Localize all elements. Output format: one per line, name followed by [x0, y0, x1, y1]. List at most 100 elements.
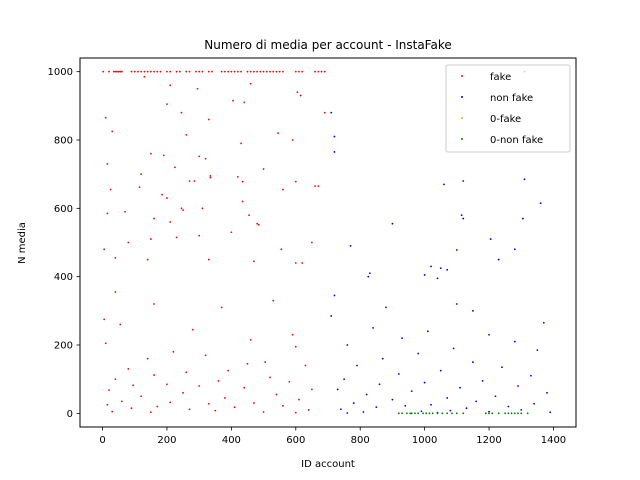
data-point-fake — [175, 236, 178, 239]
data-point-non-fake — [397, 373, 400, 375]
data-point-fake — [259, 70, 262, 73]
data-point-non-fake — [410, 390, 413, 393]
data-point-0-non-fake — [520, 412, 523, 415]
data-point-fake — [114, 70, 117, 73]
data-point-non-fake — [375, 406, 378, 409]
data-point-fake — [201, 207, 204, 210]
data-point-fake — [127, 241, 130, 244]
data-point-non-fake — [343, 378, 346, 381]
data-point-fake — [169, 84, 172, 87]
data-point-fake — [198, 155, 201, 158]
x-tick-label: 400 — [222, 435, 241, 446]
data-point-fake — [323, 70, 326, 73]
y-tick-label: 200 — [54, 341, 73, 352]
data-point-non-fake — [489, 238, 492, 240]
data-point-fake — [209, 174, 212, 177]
data-point-non-fake — [452, 347, 455, 350]
data-point-fake — [275, 393, 278, 396]
data-point-fake — [227, 369, 230, 372]
data-point-non-fake — [423, 274, 426, 276]
series-layer — [102, 70, 552, 415]
data-point-fake — [191, 328, 194, 331]
data-point-fake — [149, 70, 152, 73]
y-axis-label: N media — [17, 222, 28, 264]
data-point-fake — [314, 185, 317, 188]
data-point-non-fake — [513, 248, 516, 251]
data-point-fake — [299, 94, 302, 97]
data-point-fake — [310, 241, 313, 244]
data-point-fake — [233, 406, 236, 409]
data-point-fake — [236, 176, 239, 178]
data-point-non-fake — [430, 265, 432, 268]
data-point-fake — [257, 223, 260, 226]
data-point-fake — [103, 248, 106, 251]
data-point-fake — [262, 168, 265, 170]
data-point-0-non-fake — [462, 412, 465, 415]
data-point-non-fake — [349, 245, 352, 247]
legend-label-non-fake: non fake — [490, 93, 533, 104]
data-point-fake — [175, 70, 178, 73]
data-point-fake — [220, 70, 223, 73]
legend-marker-fake — [461, 75, 463, 77]
data-point-fake — [159, 70, 162, 73]
data-point-non-fake — [536, 349, 539, 352]
data-point-fake — [156, 405, 159, 408]
x-axis-label: ID account — [301, 459, 355, 470]
data-point-fake — [275, 70, 278, 73]
data-point-fake — [320, 70, 323, 73]
data-point-fake — [307, 409, 310, 411]
data-point-0-non-fake — [441, 412, 444, 415]
data-point-fake — [243, 386, 246, 389]
data-point-non-fake — [391, 398, 394, 401]
legend-marker-non-fake — [461, 96, 463, 98]
data-point-fake — [140, 395, 143, 398]
data-point-fake — [109, 188, 112, 191]
data-point-non-fake — [381, 357, 384, 360]
data-point-non-fake — [365, 393, 368, 396]
data-point-0-non-fake — [507, 412, 510, 415]
data-point-fake — [317, 185, 320, 188]
data-point-fake — [207, 258, 210, 261]
data-point-fake — [298, 398, 300, 401]
x-tick-label: 800 — [351, 435, 370, 446]
data-point-fake — [230, 70, 233, 73]
data-point-fake — [153, 217, 155, 220]
data-point-non-fake — [439, 267, 442, 270]
data-point-fake — [185, 70, 188, 73]
data-point-0-non-fake — [513, 412, 516, 415]
data-point-fake — [178, 70, 181, 73]
data-point-fake — [294, 70, 297, 73]
data-point-fake — [269, 70, 271, 73]
data-point-0-non-fake — [431, 412, 434, 415]
data-point-fake — [146, 258, 149, 261]
data-point-non-fake — [549, 411, 552, 414]
data-point-fake — [294, 345, 297, 348]
data-point-fake — [243, 101, 246, 104]
data-point-fake — [253, 260, 255, 263]
data-point-non-fake — [475, 400, 478, 403]
data-point-non-fake — [443, 183, 445, 186]
data-point-non-fake — [449, 409, 452, 412]
data-point-fake — [119, 70, 122, 73]
data-point-non-fake — [513, 340, 516, 343]
data-point-non-fake — [404, 404, 407, 407]
data-point-non-fake — [520, 409, 523, 411]
data-point-fake — [207, 70, 210, 73]
data-point-non-fake — [542, 321, 545, 324]
data-point-fake — [108, 70, 110, 73]
data-point-fake — [282, 188, 284, 191]
data-point-fake — [130, 70, 133, 73]
data-point-fake — [143, 70, 146, 73]
data-point-non-fake — [546, 391, 548, 394]
data-point-non-fake — [333, 135, 336, 138]
data-point-fake — [269, 376, 271, 379]
data-point-non-fake — [472, 309, 474, 312]
data-point-fake — [146, 70, 149, 73]
data-point-fake — [296, 91, 299, 94]
data-point-fake — [253, 70, 255, 73]
x-axis-ticks: 0 200 400 600 800 1000 1200 1400 — [99, 427, 566, 446]
data-point-fake — [236, 70, 239, 73]
data-point-fake — [277, 132, 279, 135]
legend-item-fake: fake — [461, 72, 511, 83]
data-point-non-fake — [346, 344, 349, 346]
